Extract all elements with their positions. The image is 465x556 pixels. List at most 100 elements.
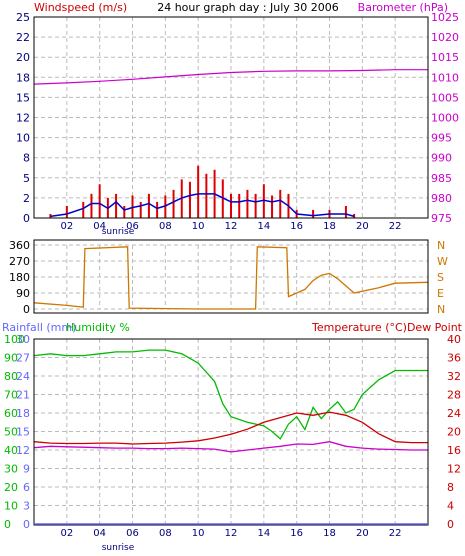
rainfall-tick-label: 30: [16, 333, 30, 346]
humidity-axis-label: Humidity %: [66, 321, 130, 334]
direction-degree-tick-label: 270: [9, 255, 30, 268]
temperature-tick-label: 12: [447, 463, 461, 476]
dewpoint-line: [33, 441, 428, 453]
rainfall-tick-label: 0: [23, 518, 30, 531]
humidity-panel-x-tick-labels: 02 04 06 08 10 12 14 16 18 20 22: [60, 528, 401, 539]
rainfall-tick-label: 27: [16, 352, 30, 365]
wind-panel-grid: [34, 16, 428, 219]
direction-degree-tick-label: 360: [9, 239, 30, 252]
sunrise-label-bottom: sunrise: [102, 543, 135, 553]
temperature-tick-label: 20: [447, 426, 461, 439]
temperature-tick-label: 40: [447, 333, 461, 346]
wind-panel-x-tick-labels: 02 04 06 08 10 12 14 16 18 20 22: [60, 221, 401, 232]
humidity-x-tick-label: 12: [225, 528, 238, 539]
temperature-tick-label: 16: [447, 444, 461, 457]
windspeed-tick-label: 0: [23, 212, 30, 225]
direction-degree-tick-label: 180: [9, 271, 30, 284]
wind-x-tick-label: 18: [323, 221, 336, 232]
humidity-tick-label: 10: [4, 500, 18, 513]
direction-panel-series: [33, 246, 429, 310]
windspeed-axis-label: Windspeed (m/s): [34, 1, 127, 14]
rainfall-tick-label: 24: [16, 370, 30, 383]
humidity-x-tick-label: 04: [93, 528, 106, 539]
rainfall-tick-label: 18: [16, 407, 30, 420]
barometer-tick-label: 985: [431, 172, 452, 185]
direction-compass-tick-label: N: [437, 239, 445, 252]
graph-title: 24 hour graph day : July 30 2006: [157, 1, 339, 14]
humidity-x-tick-label: 14: [257, 528, 270, 539]
direction-degree-tick-label: 0: [23, 303, 30, 316]
humidity-x-tick-label: 06: [126, 528, 139, 539]
wind-x-tick-label: 16: [290, 221, 303, 232]
direction-compass-tick-label: N: [437, 303, 445, 316]
humidity-tick-label: 80: [4, 370, 18, 383]
barometer-tick-label: 1010: [431, 71, 459, 84]
wind-x-tick-label: 04: [93, 221, 106, 232]
direction-compass-tick-label: S: [437, 271, 444, 284]
humidity-tick-label: 90: [4, 352, 18, 365]
rainfall-tick-label: 15: [16, 426, 30, 439]
direction-panel-grid: [34, 244, 428, 310]
humidity-panel-series: [33, 349, 428, 453]
wind-x-tick-label: 22: [389, 221, 402, 232]
rainfall-tick-labels: 0 3 6 9 12 15 18 21 24 27 30: [16, 333, 30, 531]
windspeed-tick-label: 25: [16, 11, 30, 24]
barometer-tick-label: 1025: [431, 11, 459, 24]
temperature-tick-label: 28: [447, 389, 461, 402]
direction-degree-tick-label: 90: [16, 287, 30, 300]
temperature-tick-label: 4: [447, 500, 454, 513]
humidity-line: [33, 349, 428, 440]
rainfall-tick-label: 21: [16, 389, 30, 402]
temperature-tick-label: 8: [447, 481, 454, 494]
humidity-x-tick-label: 18: [323, 528, 336, 539]
humidity-tick-labels: 0 10 20 30 40 50 60 70 80 90 100: [4, 333, 25, 531]
direction-compass-tick-label: E: [437, 287, 444, 300]
temperature-tick-label: 24: [447, 407, 461, 420]
barometer-line: [33, 69, 428, 85]
humidity-tick-label: 60: [4, 407, 18, 420]
windspeed-tick-label: 5: [23, 172, 30, 185]
humidity-temperature-panel: Rainfall (mm) Humidity % Temperature (°C…: [2, 321, 463, 553]
humidity-tick-label: 50: [4, 426, 18, 439]
barometer-tick-label: 975: [431, 212, 452, 225]
humidity-tick-label: 20: [4, 481, 18, 494]
temperature-dewpoint-axis-label: Temperature (°C)Dew Point: [311, 321, 463, 334]
direction-compass-tick-label: W: [437, 255, 448, 268]
rainfall-tick-label: 3: [23, 500, 30, 513]
humidity-x-tick-label: 08: [159, 528, 172, 539]
windspeed-tick-label: 18: [16, 71, 30, 84]
wind-barometer-panel: Windspeed (m/s) 24 hour graph day : July…: [16, 1, 459, 237]
humidity-tick-label: 0: [4, 518, 11, 531]
temperature-tick-label: 32: [447, 370, 461, 383]
windspeed-tick-label: 10: [16, 132, 30, 145]
windspeed-tick-label: 8: [23, 152, 30, 165]
humidity-tick-label: 30: [4, 463, 18, 476]
barometer-tick-label: 1015: [431, 51, 459, 64]
wind-x-tick-label: 14: [257, 221, 270, 232]
windspeed-tick-label: 2: [23, 192, 30, 205]
barometer-tick-label: 995: [431, 132, 452, 145]
barometer-tick-label: 1020: [431, 31, 459, 44]
windspeed-tick-label: 12: [16, 112, 30, 125]
wind-x-tick-label: 02: [60, 221, 73, 232]
direction-panel-frame: [33, 239, 429, 314]
wind-x-tick-label: 08: [159, 221, 172, 232]
humidity-x-tick-label: 02: [60, 528, 73, 539]
windspeed-tick-label: 15: [16, 91, 30, 104]
windspeed-tick-label: 22: [16, 31, 30, 44]
humidity-panel-grid: [34, 338, 428, 525]
windspeed-tick-label: 20: [16, 51, 30, 64]
humidity-tick-label: 70: [4, 389, 18, 402]
rainfall-tick-label: 12: [16, 444, 30, 457]
barometer-tick-labels: 975 980 985 990 995 1000 1005 1010 1015 1020 1025: [431, 11, 459, 225]
rainfall-tick-label: 9: [23, 463, 30, 476]
barometer-tick-label: 980: [431, 192, 452, 205]
wind-x-tick-label: 12: [225, 221, 238, 232]
temperature-tick-label: 36: [447, 352, 461, 365]
humidity-x-tick-label: 22: [389, 528, 402, 539]
humidity-tick-label: 100: [4, 333, 25, 346]
temperature-tick-labels: 0 4 8 12 16 20 24 28 32 36 40: [447, 333, 461, 531]
